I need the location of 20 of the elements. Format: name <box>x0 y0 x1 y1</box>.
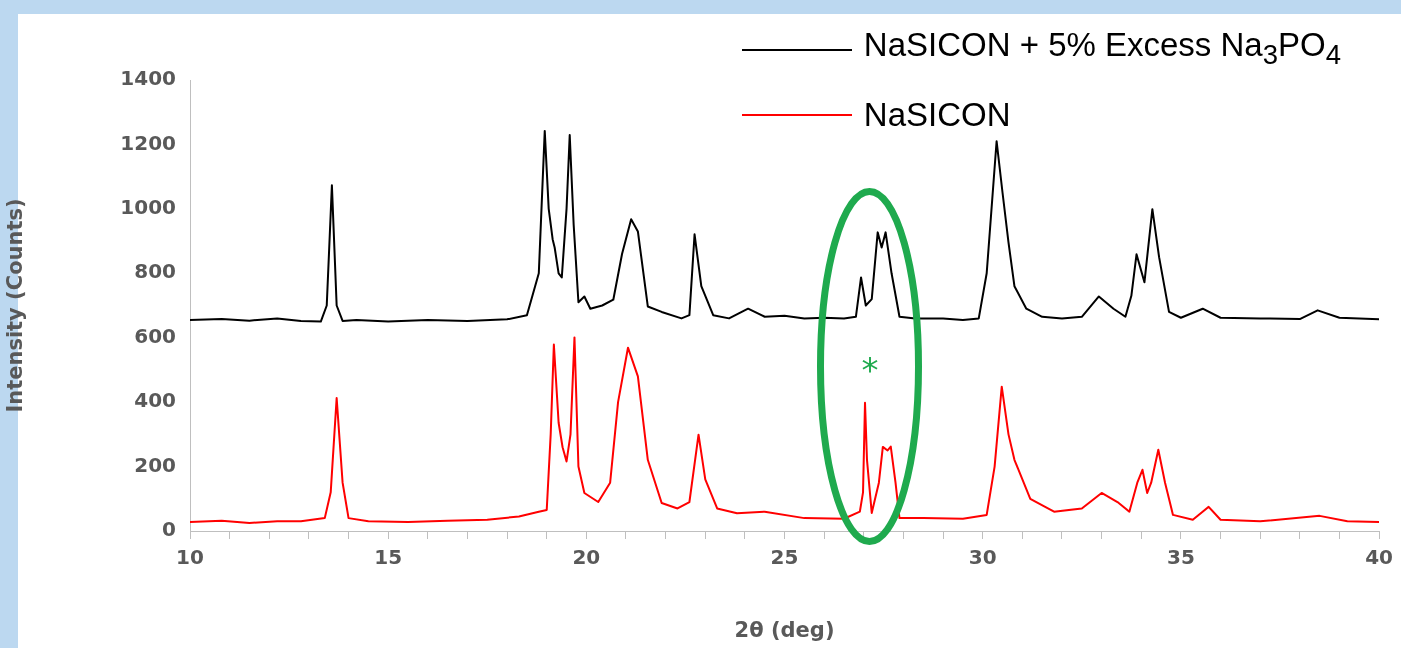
y-tick-label: 1200 <box>120 130 176 155</box>
y-tick-label: 800 <box>134 259 176 284</box>
x-tick-label: 10 <box>176 545 204 570</box>
y-tick-label: 400 <box>134 388 176 413</box>
x-tick-label: 40 <box>1365 545 1394 570</box>
y-axis-title: Intensity (Counts) <box>3 198 28 413</box>
y-tick-label: 1000 <box>120 195 176 220</box>
x-tick-label: 25 <box>770 545 799 570</box>
annotation: * <box>860 350 880 390</box>
x-tick-label: 20 <box>572 545 601 570</box>
x-tick-label: 35 <box>1166 545 1195 570</box>
x-tick-label: 30 <box>968 545 997 570</box>
y-tick-label: 1400 <box>120 66 176 91</box>
legend-label: NaSICON <box>863 94 1011 135</box>
y-tick-label: 0 <box>162 517 176 542</box>
y-tick-label: 600 <box>134 323 176 348</box>
y-tick-label: 200 <box>134 452 176 477</box>
legend-label: NaSICON + 5% Excess Na$_{3}$PO$_{4}$ <box>863 25 1341 72</box>
x-axis-title: 2θ (deg) <box>734 617 835 642</box>
x-tick-label: 15 <box>374 545 403 570</box>
